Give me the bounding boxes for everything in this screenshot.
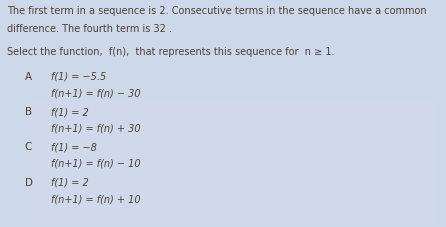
Text: f(n+1) = f(n) − 10: f(n+1) = f(n) − 10 xyxy=(51,158,141,168)
Text: C: C xyxy=(25,142,32,152)
Text: f(1) = 2: f(1) = 2 xyxy=(51,177,89,187)
Text: f(1) = 2: f(1) = 2 xyxy=(51,107,89,117)
Text: f(n+1) = f(n) + 30: f(n+1) = f(n) + 30 xyxy=(51,123,141,133)
Text: The first term in a sequence is 2. Consecutive terms in the sequence have a comm: The first term in a sequence is 2. Conse… xyxy=(7,6,426,16)
FancyBboxPatch shape xyxy=(31,102,437,225)
Text: B: B xyxy=(25,107,32,117)
Text: f(1) = −8: f(1) = −8 xyxy=(51,142,97,152)
Text: f(1) = −5.5: f(1) = −5.5 xyxy=(51,72,107,81)
Text: D: D xyxy=(25,177,33,187)
Text: A: A xyxy=(25,72,32,81)
Text: f(n+1) = f(n) + 10: f(n+1) = f(n) + 10 xyxy=(51,193,141,203)
Text: difference. The fourth term is 32 .: difference. The fourth term is 32 . xyxy=(7,24,172,34)
Text: Select the function,  f(n),  that represents this sequence for  n ≥ 1.: Select the function, f(n), that represen… xyxy=(7,47,334,57)
Text: f(n+1) = f(n) − 30: f(n+1) = f(n) − 30 xyxy=(51,88,141,98)
